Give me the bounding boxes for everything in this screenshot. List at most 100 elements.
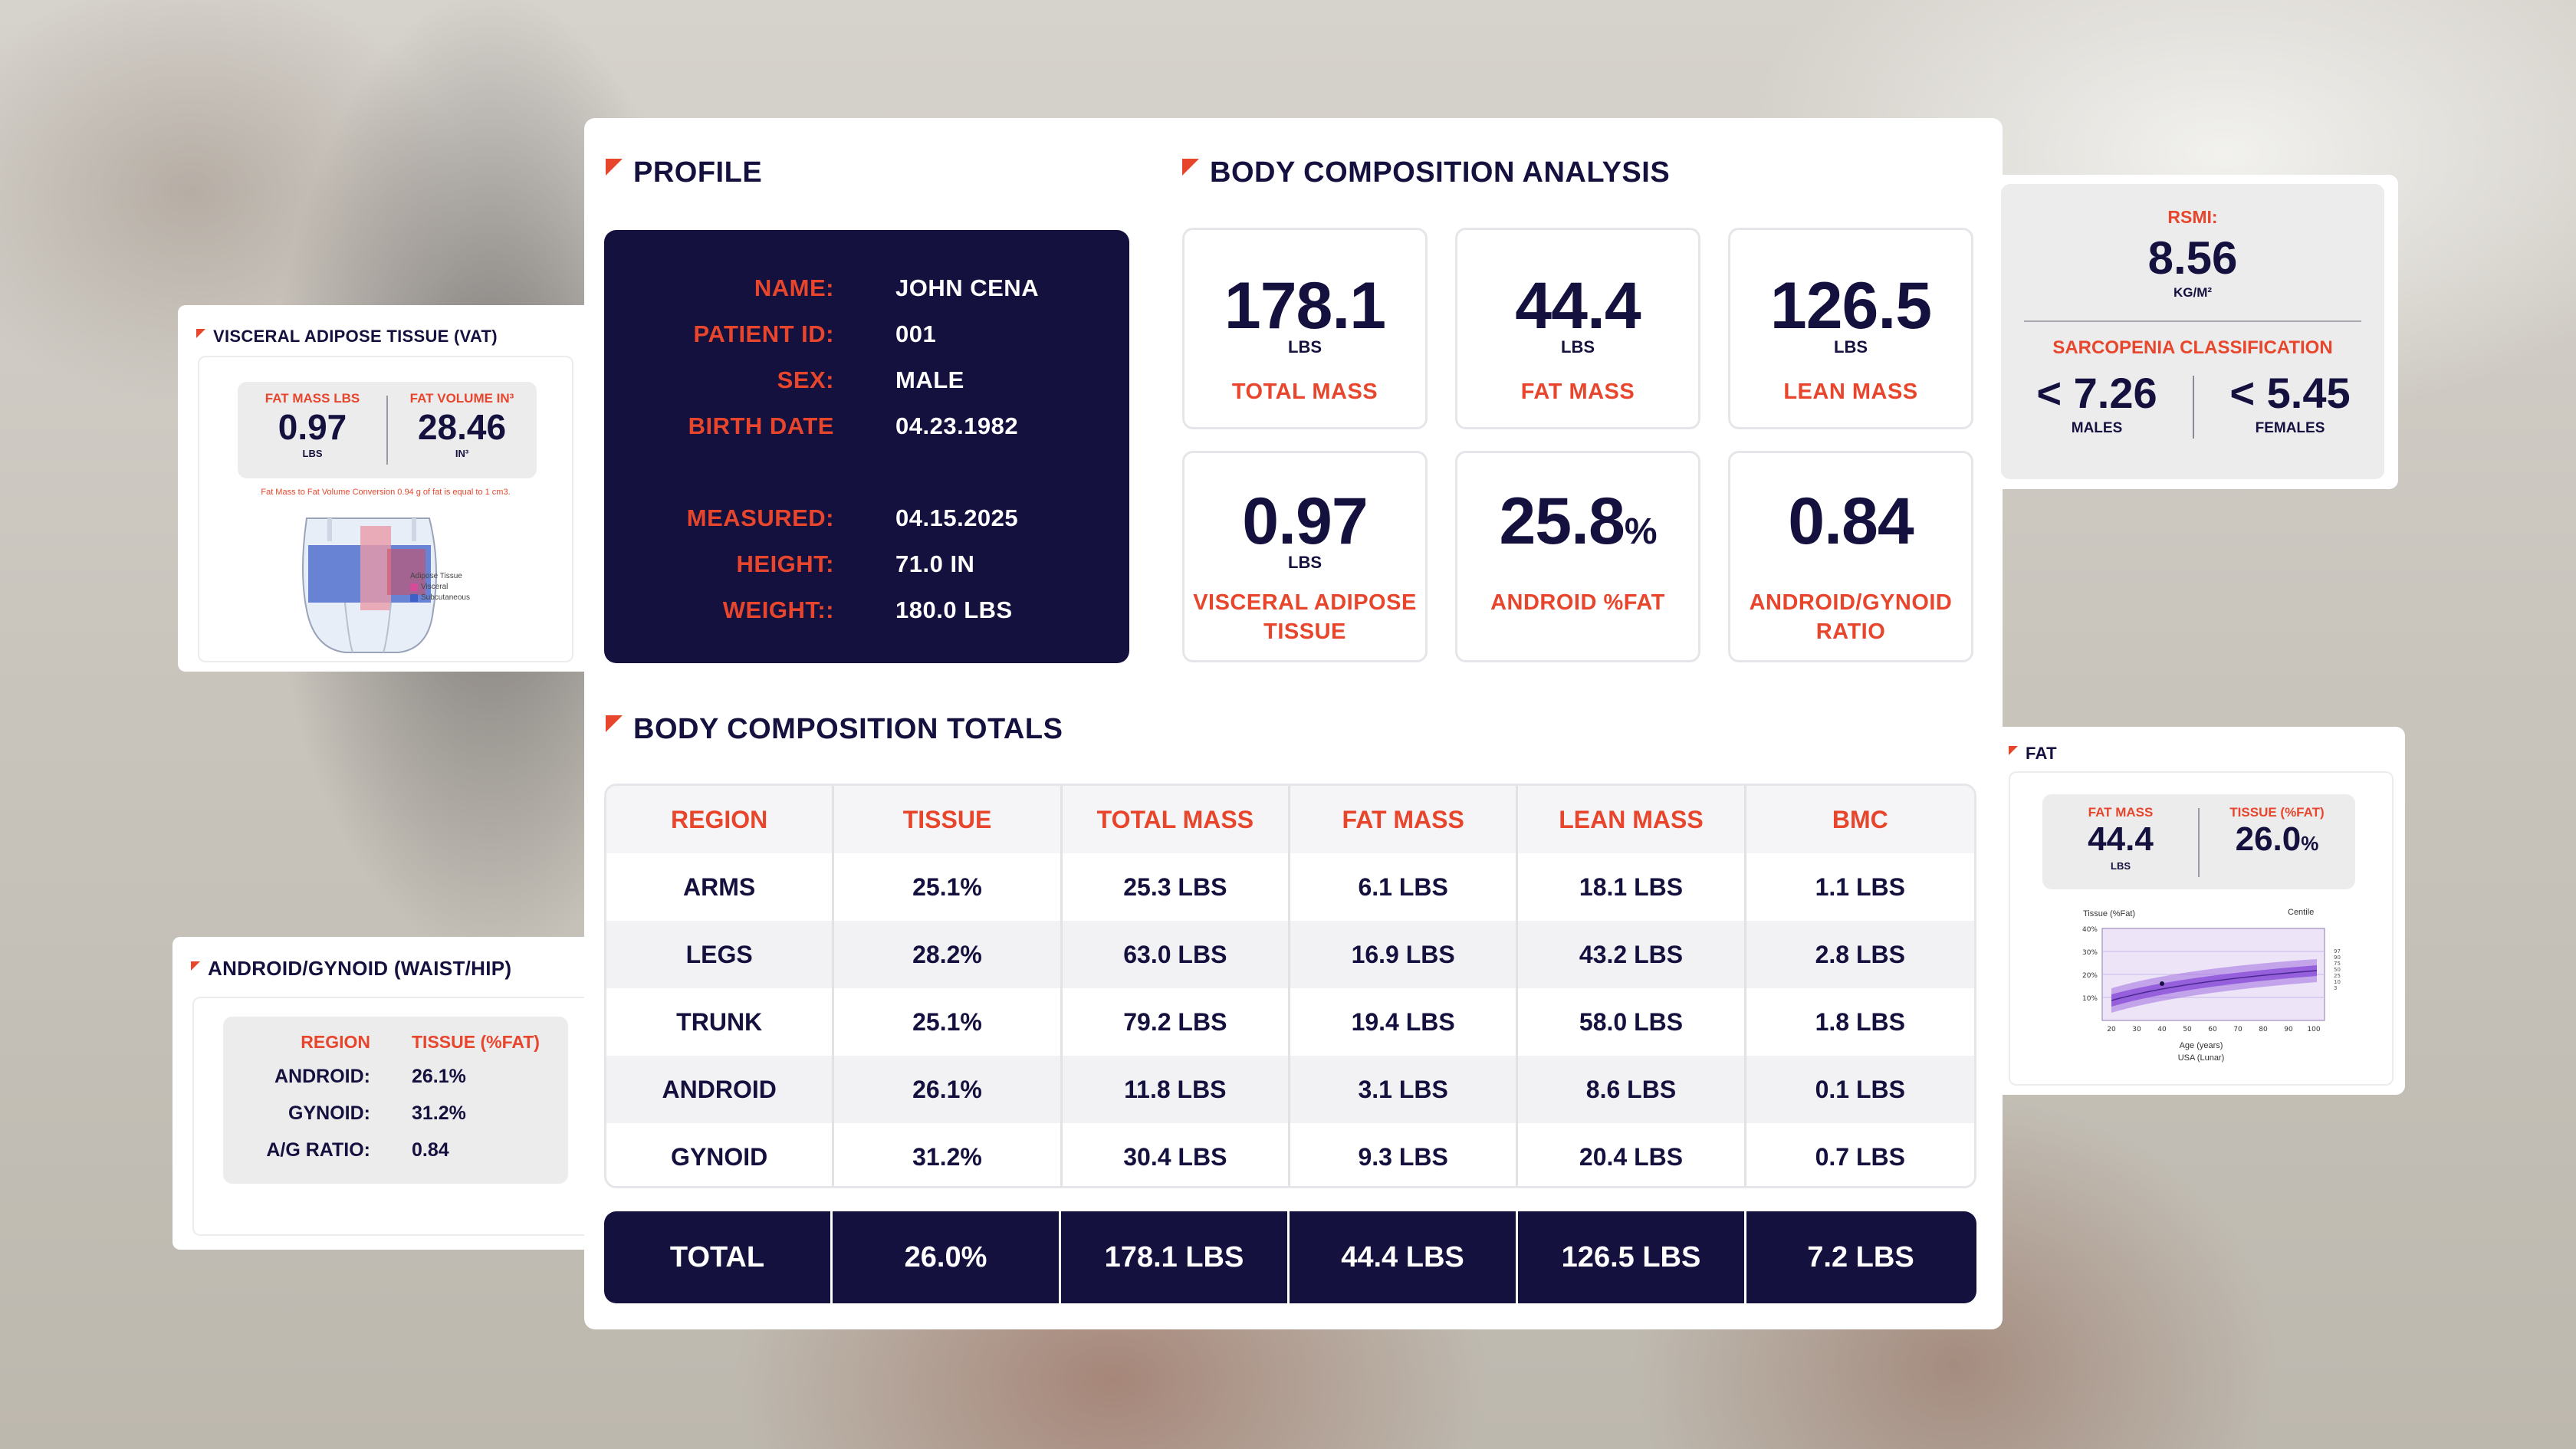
profile-row-patient-id: PATIENT ID: 001 [693,320,937,347]
chart-xlabel: Age (years) [2179,1041,2223,1050]
fat-mass-unit: LBS [2111,860,2131,872]
svg-text:30%: 30% [2082,949,2098,957]
totals-title: BODY COMPOSITION TOTALS [606,713,1063,746]
col-total-mass: TOTAL MASS [1063,786,1290,853]
vat-legend-title: Adipose Tissue [410,572,462,580]
vat-volume-unit: IN³ [455,448,469,459]
vat-stats-box: FAT MASS LBS 0.97 LBS FAT VOLUME IN³ 28.… [238,382,537,478]
fat-mass-value: 44.4 [2088,820,2154,858]
swatch-icon [410,583,418,591]
svg-text:10: 10 [2334,979,2341,985]
svg-text:90: 90 [2334,955,2341,961]
stat-visceral-adipose: 0.97 LBS VISCERAL ADIPOSE TISSUE [1182,451,1428,662]
rsmi-card: RSMI: 8.56 KG/M² SARCOPENIA CLASSIFICATI… [2001,175,2398,489]
chart-reference: USA (Lunar) [2177,1053,2225,1063]
fat-frame: FAT MASS 44.4 LBS TISSUE (%FAT) 26.0% Ti… [2009,771,2394,1086]
table-total-row: TOTAL 26.0% 178.1 LBS 44.4 LBS 126.5 LBS… [604,1211,1976,1303]
ag-card: ANDROID/GYNOID (WAIST/HIP) REGION TISSUE… [172,937,599,1250]
rsmi-unit: KG/M² [2173,285,2213,300]
svg-text:50: 50 [2334,967,2341,973]
swatch-icon [410,593,418,602]
flag-icon [191,961,200,971]
stat-lean-mass: 126.5 LBS LEAN MASS [1728,228,1973,429]
fat-mass-label: FAT MASS [2088,805,2154,820]
flag-icon [2009,746,2018,755]
sarcopenia-title: SARCOPENIA CLASSIFICATION [2052,337,2333,358]
flag-icon [606,715,623,732]
females-label: FEMALES [2255,420,2325,436]
ag-ratio-label: A/G RATIO: [266,1139,370,1161]
rsmi-box: RSMI: 8.56 KG/M² SARCOPENIA CLASSIFICATI… [2001,184,2384,479]
divider [2024,320,2361,322]
stat-ag-ratio: 0.84 ANDROID/GYNOID RATIO [1728,451,1973,662]
fat-centile-chart: 40% 30% 20% 10% 20 30 40 50 60 70 80 90 … [2082,926,2341,1033]
body-scan-image [302,518,437,653]
ag-gynoid-label: GYNOID: [288,1102,370,1124]
svg-text:20%: 20% [2082,972,2098,980]
table-row: TRUNK 25.1% 79.2 LBS 19.4 LBS 58.0 LBS 1… [606,988,1974,1056]
profile-row-weight: WEIGHT:: 180.0 LBS [722,596,1013,623]
svg-text:40%: 40% [2082,926,2098,934]
svg-text:50: 50 [2183,1026,2192,1033]
fat-card: FAT FAT MASS 44.4 LBS TISSUE (%FAT) 26.0… [2003,727,2405,1095]
vat-legend-subcutaneous: Subcutaneous [410,593,470,602]
profile-row-name: NAME: JOHN CENA [754,274,1040,301]
profile-row-measured: MEASURED: 04.15.2025 [686,504,1019,531]
svg-text:75: 75 [2334,961,2341,967]
col-fat-mass: FAT MASS [1290,786,1519,853]
flag-icon [196,329,205,338]
flag-icon [1182,158,1199,176]
rsmi-value: 8.56 [2147,232,2238,284]
chart-legend-title: Centile [2288,908,2315,917]
vat-frame: FAT MASS LBS 0.97 LBS FAT VOLUME IN³ 28.… [198,356,573,662]
svg-text:25: 25 [2334,973,2341,979]
ag-table-box: REGION TISSUE (%FAT) ANDROID: 26.1% GYNO… [223,1017,568,1184]
flag-icon [606,158,623,176]
col-bmc: BMC [1832,805,1888,833]
profile-panel: NAME: JOHN CENA PATIENT ID: 001 SEX: MAL… [604,230,1129,663]
totals-table: REGION TISSUE TOTAL MASS FAT MASS LEAN M… [604,784,1976,1188]
chart-ylabel: Tissue (%Fat) [2083,909,2136,918]
ag-android-value: 26.1% [412,1066,466,1087]
males-threshold: < 7.26 [2036,369,2157,417]
profile-row-birth-date: BIRTH DATE 04.23.1982 [688,412,1019,439]
svg-text:3: 3 [2334,985,2337,991]
svg-text:90: 90 [2284,1026,2293,1033]
fat-tissue-label: TISSUE (%FAT) [2229,805,2325,820]
svg-text:30: 30 [2132,1026,2141,1033]
ag-title: ANDROID/GYNOID (WAIST/HIP) [191,957,511,981]
svg-text:10%: 10% [2082,995,2098,1003]
divider [2198,808,2200,877]
stat-android-fat: 25.8% ANDROID %FAT [1455,451,1700,662]
svg-text:40: 40 [2157,1026,2167,1033]
females-threshold: < 5.45 [2229,369,2351,417]
svg-text:80: 80 [2259,1026,2268,1033]
stat-total-mass: 178.1 LBS TOTAL MASS [1182,228,1428,429]
vat-legend-visceral: Visceral [410,583,448,591]
col-tissue: TISSUE [834,786,1063,853]
stat-fat-mass: 44.4 LBS FAT MASS [1455,228,1700,429]
ag-col-tissue: TISSUE (%FAT) [412,1032,540,1052]
ag-android-label: ANDROID: [274,1066,370,1087]
svg-text:70: 70 [2233,1026,2242,1033]
svg-text:100: 100 [2307,1026,2320,1033]
vat-mass-label: FAT MASS LBS [264,391,360,406]
profile-title: PROFILE [606,156,762,189]
vat-note: Fat Mass to Fat Volume Conversion 0.94 g… [261,488,511,497]
table-row: LEGS 28.2% 63.0 LBS 16.9 LBS 43.2 LBS 2.… [606,921,1974,988]
rsmi-label: RSMI: [2167,207,2218,227]
ag-frame: REGION TISSUE (%FAT) ANDROID: 26.1% GYNO… [192,997,599,1236]
divider [386,396,388,465]
profile-row-sex: SEX: MALE [777,366,964,393]
analysis-title: BODY COMPOSITION ANALYSIS [1182,156,1670,189]
males-label: MALES [2071,420,2123,436]
svg-text:20: 20 [2107,1026,2116,1033]
ag-ratio-value: 0.84 [412,1139,449,1161]
vat-volume-value: 28.46 [417,407,507,447]
svg-text:60: 60 [2208,1026,2217,1033]
table-row: GYNOID 31.2% 30.4 LBS 9.3 LBS 20.4 LBS 0… [606,1123,1974,1186]
table-header-row: REGION TISSUE TOTAL MASS FAT MASS LEAN M… [606,786,1974,853]
ag-col-region: REGION [301,1032,370,1052]
fat-title: FAT [2009,744,2057,764]
svg-text:97: 97 [2334,948,2341,955]
